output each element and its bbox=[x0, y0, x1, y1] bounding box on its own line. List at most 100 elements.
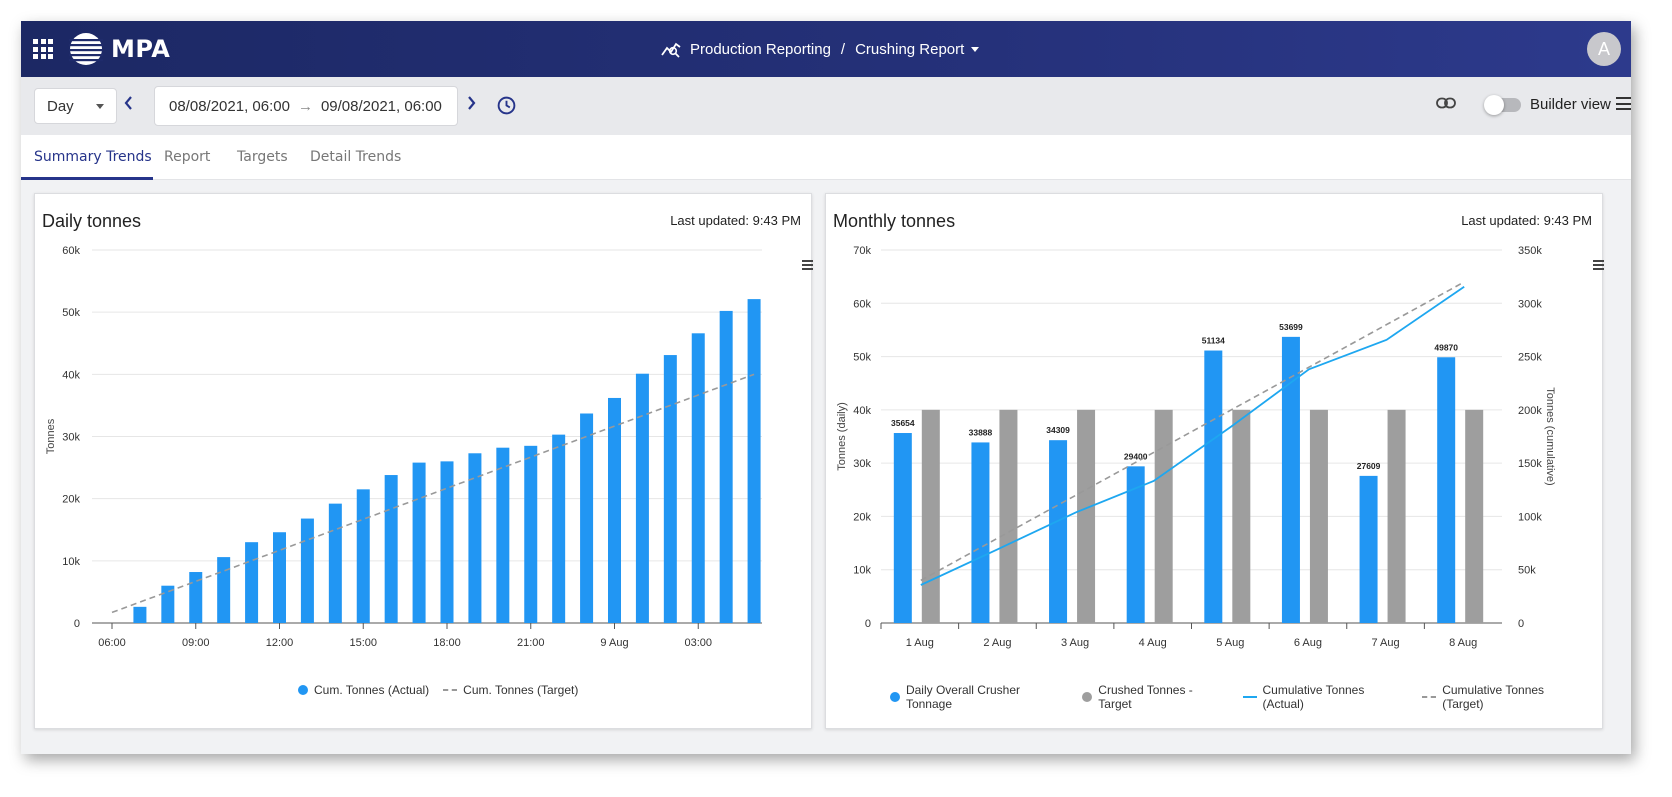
bar bbox=[663, 355, 677, 623]
bar-target bbox=[1309, 409, 1328, 623]
bar-actual bbox=[1281, 336, 1300, 623]
legend-marker bbox=[443, 689, 458, 691]
bar-actual bbox=[971, 442, 990, 623]
period-select[interactable]: Day bbox=[34, 88, 117, 124]
toolbar: Day 08/08/2021, 06:00 → 09/08/2021, 06:0… bbox=[21, 77, 1631, 135]
y-right-tick-label: 100k bbox=[1518, 511, 1542, 523]
x-tick-label: 4 Aug bbox=[1139, 637, 1167, 649]
arrow-right-icon: → bbox=[297, 97, 313, 115]
x-tick-label: 15:00 bbox=[349, 637, 377, 649]
x-tick-label: 3 Aug bbox=[1061, 637, 1089, 649]
breadcrumb: Production Reporting / Crushing Report bbox=[661, 21, 980, 77]
period-select-value: Day bbox=[47, 98, 74, 115]
link-icon[interactable] bbox=[1436, 97, 1456, 109]
data-label: 27609 bbox=[1357, 461, 1381, 471]
tab-targets[interactable]: Targets bbox=[237, 149, 288, 165]
y-tick-label: 0 bbox=[74, 618, 80, 630]
date-range-picker[interactable]: 08/08/2021, 06:00 → 09/08/2021, 06:00 bbox=[154, 86, 458, 126]
x-tick-label: 06:00 bbox=[98, 637, 126, 649]
legend-item[interactable]: Cum. Tonnes (Target) bbox=[443, 683, 578, 697]
legend-item[interactable]: Cumulative Tonnes (Actual) bbox=[1242, 683, 1409, 711]
breadcrumb-page-dropdown[interactable]: Crushing Report bbox=[855, 40, 980, 58]
bar-target bbox=[1387, 409, 1406, 623]
date-from: 08/08/2021, 06:00 bbox=[169, 97, 290, 115]
y-tick-label: 30k bbox=[62, 432, 80, 444]
chart-menu-icon[interactable] bbox=[802, 260, 813, 272]
previous-period-button[interactable] bbox=[123, 95, 133, 111]
x-tick-label: 5 Aug bbox=[1216, 637, 1244, 649]
y-right-tick-label: 300k bbox=[1518, 298, 1542, 310]
date-to: 09/08/2021, 06:00 bbox=[320, 97, 442, 115]
bar bbox=[691, 333, 705, 623]
tab-detail-trends[interactable]: Detail Trends bbox=[310, 149, 402, 165]
clock-icon[interactable] bbox=[497, 96, 516, 115]
bar-target bbox=[1232, 409, 1251, 623]
data-label: 34309 bbox=[1046, 425, 1070, 435]
brand-logo[interactable]: MPA bbox=[69, 30, 170, 68]
bar bbox=[328, 503, 342, 623]
bar-actual bbox=[1204, 350, 1223, 623]
legend-item[interactable]: Crushed Tonnes - Target bbox=[1082, 683, 1228, 711]
bar bbox=[356, 489, 370, 623]
x-tick-label: 2 Aug bbox=[983, 637, 1011, 649]
x-tick-label: 7 Aug bbox=[1371, 637, 1399, 649]
cumulative-target-line bbox=[920, 281, 1465, 582]
breadcrumb-section[interactable]: Production Reporting bbox=[690, 40, 831, 58]
y-tick-label: 40k bbox=[853, 405, 871, 417]
legend-label: Cum. Tonnes (Target) bbox=[463, 683, 579, 697]
panel-title: Daily tonnes bbox=[42, 211, 142, 231]
last-updated: Last updated: 9:43 PM bbox=[1461, 213, 1592, 228]
bar bbox=[189, 572, 203, 623]
y-tick-label: 20k bbox=[853, 511, 871, 523]
y-tick-label: 30k bbox=[853, 458, 871, 470]
tab-report[interactable]: Report bbox=[164, 149, 211, 165]
x-tick-label: 21:00 bbox=[517, 637, 545, 649]
data-label: 29400 bbox=[1124, 451, 1148, 461]
legend-marker bbox=[1082, 692, 1093, 702]
bar bbox=[468, 453, 482, 623]
x-tick-label: 1 Aug bbox=[906, 637, 934, 649]
cumulative-actual-line bbox=[920, 285, 1465, 586]
legend-item[interactable]: Cum. Tonnes (Actual) bbox=[298, 683, 429, 697]
bar bbox=[161, 585, 175, 623]
chart-menu-icon[interactable] bbox=[1593, 260, 1604, 272]
target-line bbox=[111, 373, 755, 614]
menu-icon[interactable] bbox=[1616, 97, 1631, 114]
data-label: 51134 bbox=[1202, 336, 1225, 346]
legend-item[interactable]: Daily Overall Crusher Tonnage bbox=[890, 683, 1068, 711]
x-tick-label: 12:00 bbox=[266, 637, 294, 649]
data-label: 35654 bbox=[891, 418, 915, 428]
y-tick-label: 60k bbox=[853, 298, 871, 310]
builder-view-toggle[interactable] bbox=[1484, 95, 1521, 115]
breadcrumb-page: Crushing Report bbox=[855, 40, 965, 58]
y-tick-label: 50k bbox=[62, 307, 80, 319]
bar-target bbox=[921, 409, 940, 623]
legend-label: Daily Overall Crusher Tonnage bbox=[905, 683, 1020, 711]
globe-logo-icon bbox=[69, 33, 103, 65]
tab-summary-trends[interactable]: Summary Trends bbox=[34, 149, 152, 165]
bar bbox=[635, 373, 649, 623]
bar-actual bbox=[1359, 475, 1378, 623]
y-right-tick-label: 200k bbox=[1518, 405, 1542, 417]
bar bbox=[524, 445, 538, 623]
x-tick-label: 03:00 bbox=[684, 637, 712, 649]
legend-marker bbox=[298, 685, 308, 695]
chevron-down-icon bbox=[971, 47, 980, 53]
user-avatar[interactable]: A bbox=[1587, 32, 1621, 66]
bar-target bbox=[1154, 409, 1173, 623]
breadcrumb-separator: / bbox=[840, 40, 846, 58]
x-tick-label: 6 Aug bbox=[1294, 637, 1322, 649]
next-period-button[interactable] bbox=[467, 95, 477, 111]
bar bbox=[608, 397, 621, 623]
legend-item[interactable]: Cumulative Tonnes (Target) bbox=[1422, 683, 1588, 711]
bar bbox=[133, 606, 147, 623]
bar bbox=[412, 462, 426, 623]
x-tick-label: 18:00 bbox=[433, 637, 461, 649]
y-tick-label: 40k bbox=[62, 369, 80, 381]
y-axis-label: Tonnes (daily) bbox=[836, 402, 848, 470]
app-launcher-icon[interactable] bbox=[33, 39, 53, 59]
data-label: 33888 bbox=[969, 427, 993, 437]
chart-legend: Daily Overall Crusher Tonnage Crushed To… bbox=[890, 683, 1602, 711]
daily-tonnes-chart: 0 10k 20k 30k 40k 50k 60k Tonnes 06:00 09:00 12:00… bbox=[45, 245, 762, 649]
builder-view-label: Builder view bbox=[1530, 96, 1611, 113]
